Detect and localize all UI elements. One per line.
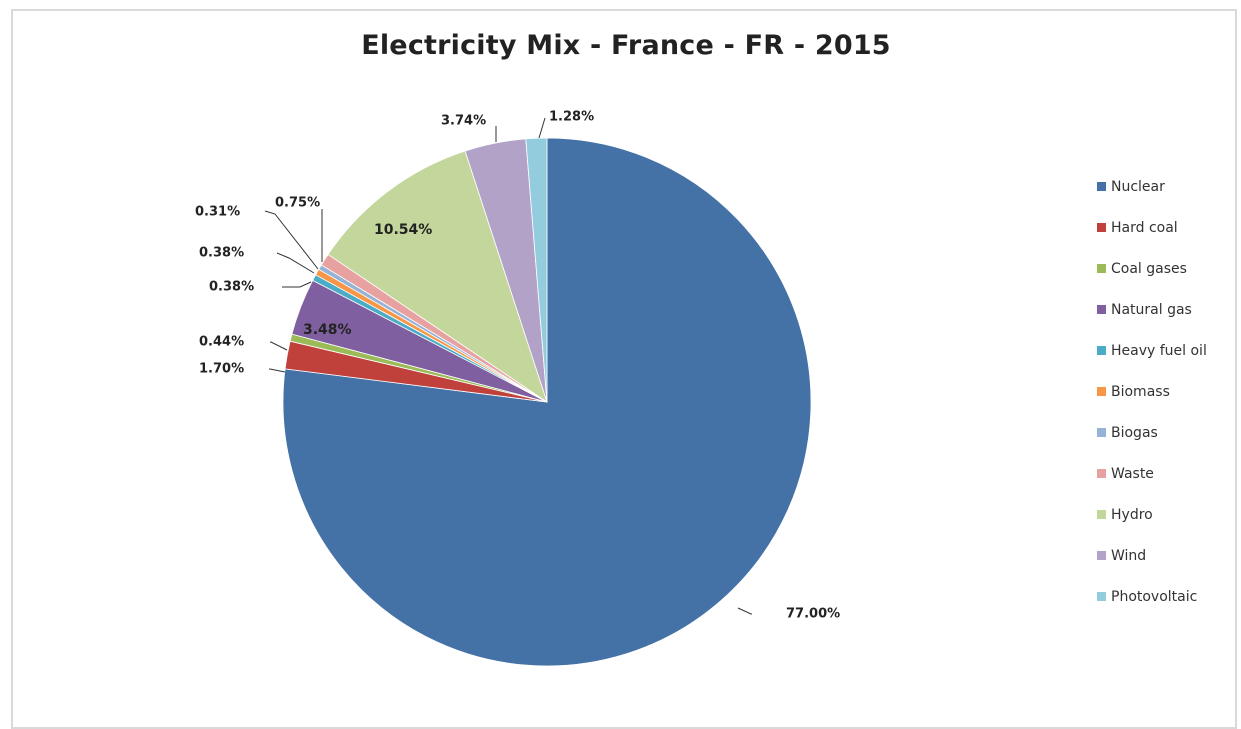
legend-label: Wind <box>1111 547 1147 564</box>
legend-swatch <box>1097 510 1106 519</box>
data-label-biogas: 0.31% <box>195 205 240 220</box>
pie-slice-hydro <box>327 150 548 403</box>
legend-item-biogas: Biogas <box>1097 412 1237 453</box>
legend-swatch <box>1097 551 1106 560</box>
legend-label: Heavy fuel oil <box>1111 342 1207 359</box>
legend-label: Biogas <box>1111 424 1158 441</box>
legend-label: Natural gas <box>1111 301 1192 318</box>
data-label-hydro: 10.54% <box>374 222 432 238</box>
pie-slice-photovoltaic <box>525 137 548 403</box>
leader-lines <box>264 117 752 615</box>
leader-line-nuclear <box>737 607 752 615</box>
chart-title: Electricity Mix - France - FR - 2015 <box>361 30 891 61</box>
legend-swatch <box>1097 469 1106 478</box>
legend-label: Hydro <box>1111 506 1153 523</box>
leader-line-biogas <box>264 210 319 270</box>
leader-line-biomass <box>276 252 315 274</box>
legend-item-hard-coal: Hard coal <box>1097 207 1237 248</box>
data-label-coal-gases: 0.44% <box>199 335 244 350</box>
legend-swatch <box>1097 182 1106 191</box>
legend-swatch <box>1097 223 1106 232</box>
data-label-nuclear: 77.00% <box>786 607 840 622</box>
legend-swatch <box>1097 387 1106 396</box>
data-label-biomass: 0.38% <box>199 246 244 261</box>
legend-item-natural-gas: Natural gas <box>1097 289 1237 330</box>
pie-slices <box>282 137 812 667</box>
data-labels: 77.00% 1.70% 0.44% 3.48% 0.38% 0.38% 0.31% 0.75… <box>195 110 840 622</box>
legend-item-biomass: Biomass <box>1097 371 1237 412</box>
legend-item-coal-gases: Coal gases <box>1097 248 1237 289</box>
legend-swatch <box>1097 428 1106 437</box>
legend-label: Coal gases <box>1111 260 1187 277</box>
legend-label: Photovoltaic <box>1111 588 1198 605</box>
legend-item-nuclear: Nuclear <box>1097 166 1237 207</box>
legend-swatch <box>1097 264 1106 273</box>
legend-swatch <box>1097 592 1106 601</box>
legend-label: Waste <box>1111 465 1154 482</box>
data-label-photovoltaic: 1.28% <box>549 110 594 125</box>
leader-line-coal-gases <box>270 341 288 351</box>
data-label-wind: 3.74% <box>441 114 486 129</box>
data-label-heavy-fuel-oil: 0.38% <box>209 280 254 295</box>
leader-line-photovoltaic <box>538 117 546 139</box>
data-label-natural-gas: 3.48% <box>303 322 352 338</box>
legend-label: Nuclear <box>1111 178 1165 195</box>
legend-label: Hard coal <box>1111 219 1178 236</box>
data-label-hard-coal: 1.70% <box>199 362 244 377</box>
legend-item-waste: Waste <box>1097 453 1237 494</box>
legend: Nuclear Hard coal Coal gases Natural gas Hea… <box>1097 166 1237 617</box>
legend-item-wind: Wind <box>1097 535 1237 576</box>
legend-swatch <box>1097 346 1106 355</box>
leader-line-heavy-fuel-oil <box>282 281 312 288</box>
leader-line-hard-coal <box>269 368 286 373</box>
data-label-waste: 0.75% <box>275 196 320 211</box>
legend-item-heavy-fuel-oil: Heavy fuel oil <box>1097 330 1237 371</box>
legend-item-hydro: Hydro <box>1097 494 1237 535</box>
legend-label: Biomass <box>1111 383 1170 400</box>
legend-swatch <box>1097 305 1106 314</box>
legend-item-photovoltaic: Photovoltaic <box>1097 576 1237 617</box>
